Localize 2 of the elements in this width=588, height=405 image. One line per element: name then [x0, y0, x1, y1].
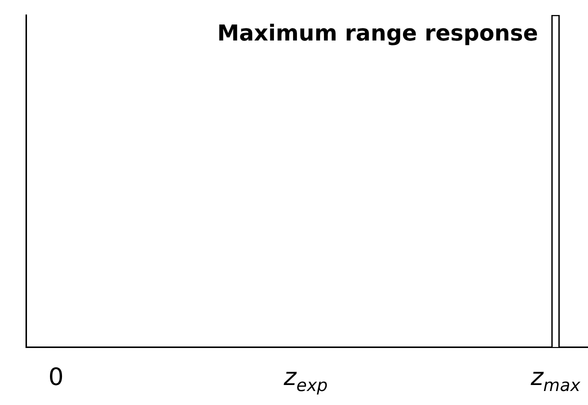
chart-title: Maximum range response	[217, 22, 538, 47]
x-tick-label: 0	[48, 363, 64, 391]
